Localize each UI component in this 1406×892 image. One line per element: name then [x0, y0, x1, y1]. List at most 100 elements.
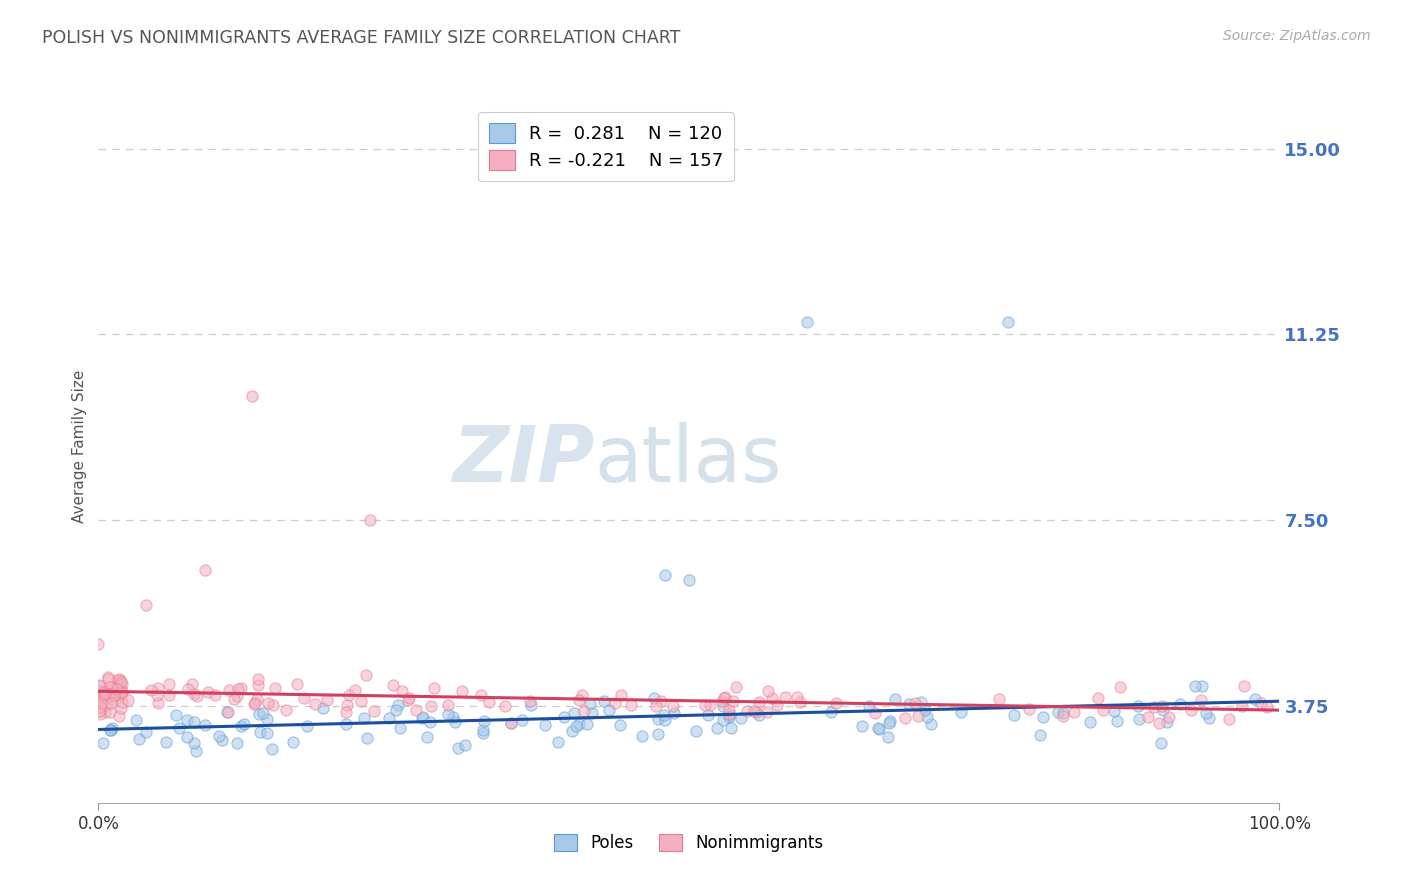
- Point: [87, 704, 110, 718]
- Point: [825, 696, 848, 710]
- Point: [756, 683, 779, 698]
- Point: [177, 681, 200, 696]
- Point: [571, 688, 593, 702]
- Point: [1156, 714, 1178, 729]
- Point: [108, 709, 131, 723]
- Point: [260, 742, 283, 756]
- Point: [1029, 728, 1052, 742]
- Point: [416, 730, 439, 744]
- Point: [1191, 680, 1213, 694]
- Point: [720, 721, 742, 735]
- Point: [217, 705, 239, 719]
- Point: [654, 714, 676, 728]
- Point: [312, 701, 335, 715]
- Point: [353, 711, 375, 725]
- Point: [883, 691, 905, 706]
- Point: [643, 691, 665, 706]
- Point: [699, 698, 721, 712]
- Point: [183, 687, 205, 701]
- Point: [1002, 707, 1025, 722]
- Point: [146, 696, 169, 710]
- Point: [256, 712, 278, 726]
- Point: [553, 710, 575, 724]
- Point: [89, 699, 111, 714]
- Point: [240, 389, 263, 403]
- Point: [97, 690, 120, 705]
- Point: [382, 678, 405, 692]
- Point: [104, 681, 127, 695]
- Point: [110, 689, 132, 703]
- Point: [411, 711, 433, 725]
- Point: [1052, 706, 1074, 720]
- Point: [256, 696, 278, 710]
- Point: [647, 712, 669, 726]
- Point: [851, 719, 873, 733]
- Point: [706, 721, 728, 735]
- Point: [186, 689, 208, 703]
- Point: [494, 698, 516, 713]
- Point: [766, 698, 789, 712]
- Point: [1250, 696, 1272, 710]
- Point: [610, 688, 633, 702]
- Point: [211, 732, 233, 747]
- Point: [249, 724, 271, 739]
- Point: [755, 705, 778, 719]
- Point: [470, 688, 492, 702]
- Point: [1137, 709, 1160, 723]
- Point: [568, 693, 591, 707]
- Point: [645, 698, 668, 713]
- Point: [281, 734, 304, 748]
- Point: [710, 694, 733, 708]
- Point: [472, 723, 495, 737]
- Point: [105, 673, 128, 688]
- Point: [228, 682, 250, 697]
- Point: [713, 690, 735, 705]
- Point: [89, 688, 111, 702]
- Point: [579, 698, 602, 712]
- Point: [412, 710, 434, 724]
- Point: [1102, 704, 1125, 718]
- Point: [1194, 706, 1216, 721]
- Text: ZIP: ZIP: [453, 422, 595, 499]
- Point: [1032, 709, 1054, 723]
- Point: [501, 716, 523, 731]
- Point: [249, 707, 271, 722]
- Point: [519, 694, 541, 708]
- Point: [87, 678, 110, 692]
- Point: [262, 698, 284, 712]
- Point: [304, 698, 326, 712]
- Point: [423, 681, 446, 695]
- Point: [910, 695, 932, 709]
- Point: [233, 716, 256, 731]
- Point: [717, 706, 740, 721]
- Point: [101, 689, 124, 703]
- Text: Source: ZipAtlas.com: Source: ZipAtlas.com: [1223, 29, 1371, 43]
- Point: [93, 685, 115, 699]
- Point: [650, 693, 672, 707]
- Point: [226, 689, 249, 703]
- Point: [363, 704, 385, 718]
- Point: [1184, 679, 1206, 693]
- Point: [858, 698, 880, 713]
- Point: [547, 735, 569, 749]
- Point: [868, 723, 890, 737]
- Point: [711, 698, 734, 713]
- Point: [215, 705, 238, 719]
- Point: [1180, 703, 1202, 717]
- Point: [863, 706, 886, 720]
- Point: [472, 714, 495, 729]
- Y-axis label: Average Family Size: Average Family Size: [72, 369, 87, 523]
- Point: [436, 707, 458, 722]
- Point: [91, 696, 114, 710]
- Point: [159, 676, 181, 690]
- Point: [1149, 715, 1171, 730]
- Point: [91, 736, 114, 750]
- Point: [176, 730, 198, 744]
- Point: [747, 695, 769, 709]
- Point: [866, 721, 889, 735]
- Point: [1198, 710, 1220, 724]
- Point: [97, 670, 120, 684]
- Point: [93, 688, 115, 702]
- Point: [915, 710, 938, 724]
- Point: [387, 698, 409, 713]
